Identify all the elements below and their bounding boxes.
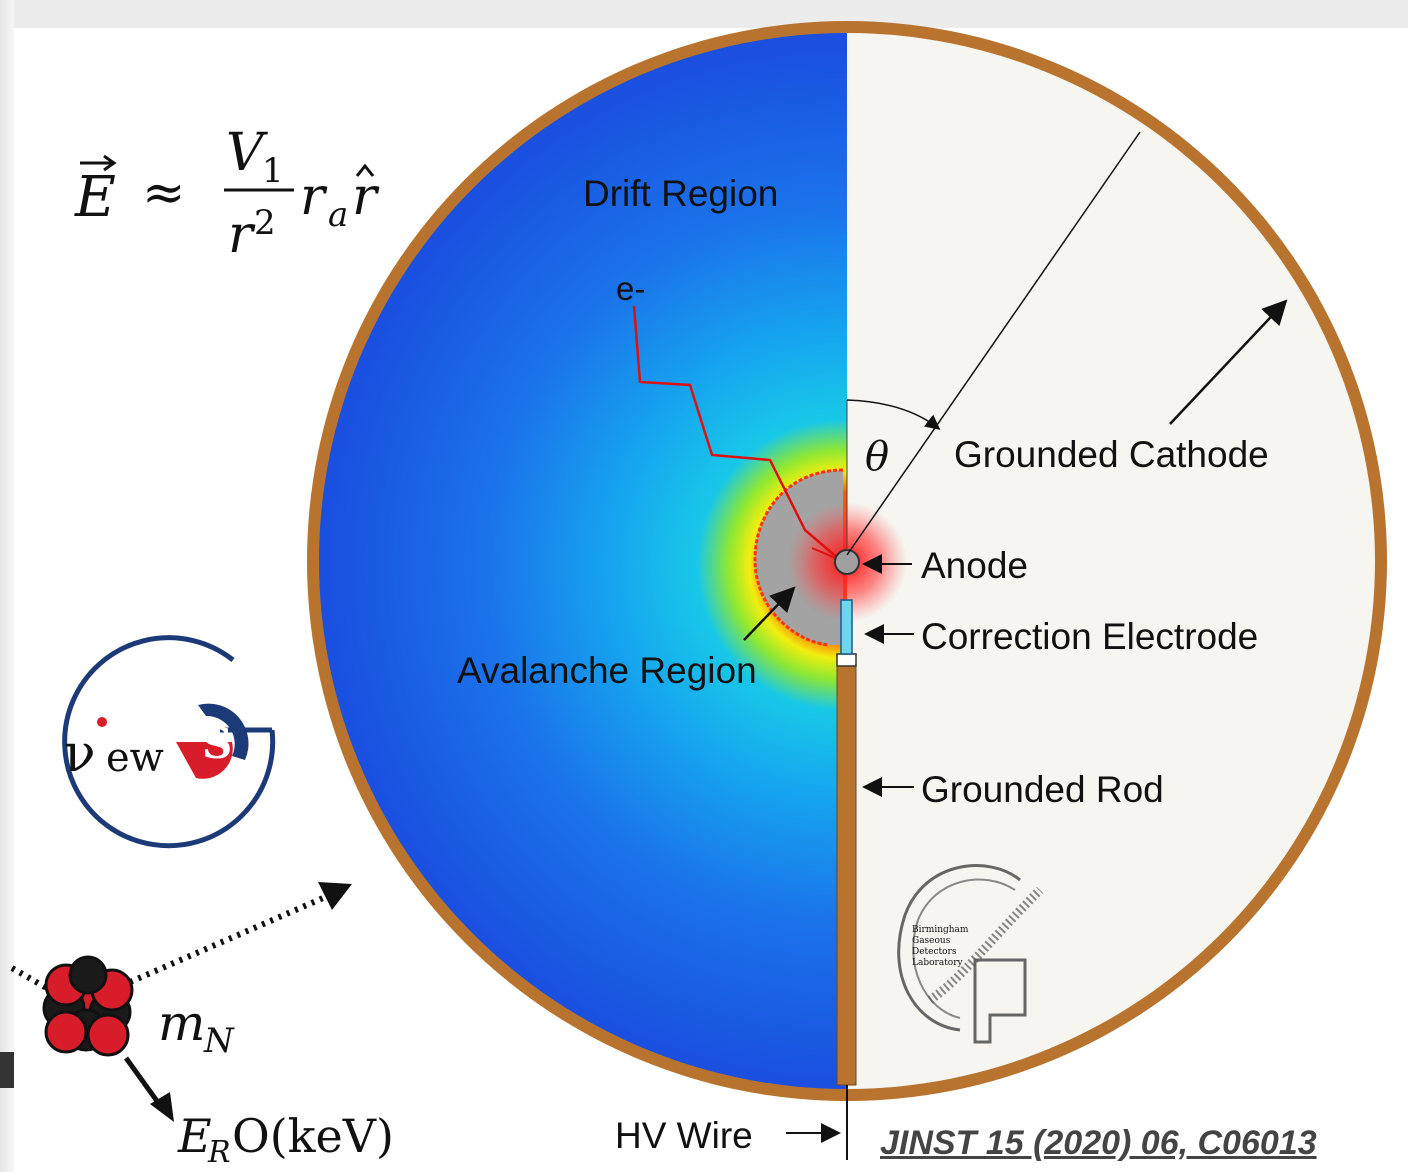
bgdl-text-1: Gaseous <box>912 936 951 946</box>
vector-arrow-head <box>103 154 117 172</box>
news-g-swoosh-red <box>176 742 233 779</box>
formula-r-sub: a <box>328 195 348 235</box>
bgdl-g-bar <box>973 958 1027 1044</box>
correction-electrode-label: Correction Electrode <box>921 616 1258 657</box>
bgdl-text-0: Birmingham <box>912 925 969 935</box>
cathode-arrow <box>1169 299 1288 425</box>
correction-electrode <box>840 599 853 655</box>
news-g-swoosh-blue <box>198 703 249 760</box>
news-g-s: S <box>202 719 232 768</box>
citation-link[interactable]: JINST 15 (2020) 06, C06013 <box>880 1124 1317 1162</box>
bgdl-logo: Birmingham Gaseous Detectors Laboratory <box>897 864 1044 1044</box>
formula-numerator: V <box>226 123 268 183</box>
avalanche-region-label: Avalanche Region <box>457 650 757 691</box>
formula-denominator-sup: 2 <box>254 203 276 243</box>
incoming-path <box>10 965 52 993</box>
recoil-e-sub: R <box>207 1135 231 1170</box>
bgdl-g-outer <box>897 864 1021 1032</box>
news-g-dot <box>97 717 107 727</box>
news-g-logo: ν ew S <box>62 635 276 849</box>
theta-label: θ <box>865 434 889 480</box>
insulator <box>836 653 857 667</box>
field-formula: E ≈ V 1 r 2 r a r <box>74 123 380 265</box>
theta-arc <box>846 399 941 430</box>
detector-right-half <box>847 33 1375 1089</box>
radius-line <box>846 131 1141 556</box>
formula-r: r <box>300 167 328 227</box>
formula-denominator: r <box>228 205 256 265</box>
recoil-arrow-head <box>150 1092 174 1122</box>
side-tab <box>0 1052 14 1088</box>
formula-hat <box>355 163 375 177</box>
formula-e: E <box>74 165 116 230</box>
formula-approx: ≈ <box>142 163 186 223</box>
grounded-rod <box>836 661 857 1086</box>
formula-numerator-sub: 1 <box>262 151 284 191</box>
scattered-path <box>128 892 332 985</box>
avalanche-arrow <box>743 586 796 641</box>
slide-left-border <box>0 0 14 1172</box>
nucleus-mass-sub: N <box>203 1021 235 1061</box>
bgdl-text-2: Detectors <box>912 947 957 957</box>
nucleus <box>42 955 134 1057</box>
news-g-ring <box>62 635 276 849</box>
grounded-cathode-label: Grounded Cathode <box>954 434 1269 475</box>
news-g-nu: ν <box>64 724 96 784</box>
bgdl-text-3: Laboratory <box>912 958 964 968</box>
hv-wire-label: HV Wire <box>615 1115 753 1156</box>
nucleus-mass: m <box>158 994 205 1052</box>
recoil-arrow-shaft <box>123 1056 165 1110</box>
avalanche-boundary <box>753 468 844 647</box>
anode-sphere <box>834 549 860 575</box>
electric-field-map <box>319 33 847 1089</box>
slide-top-border <box>0 0 1408 28</box>
recoil-text: O(keV) <box>232 1109 394 1163</box>
grounded-rod-label: Grounded Rod <box>921 769 1164 810</box>
recoil-e: E <box>177 1109 212 1163</box>
drift-region-label: Drift Region <box>583 173 778 214</box>
anode-label: Anode <box>921 545 1028 586</box>
formula-rhat: r <box>352 167 380 227</box>
scattered-arrowhead <box>318 882 352 910</box>
news-g-ew: ew <box>106 735 164 781</box>
electron-label: e- <box>616 270 645 307</box>
